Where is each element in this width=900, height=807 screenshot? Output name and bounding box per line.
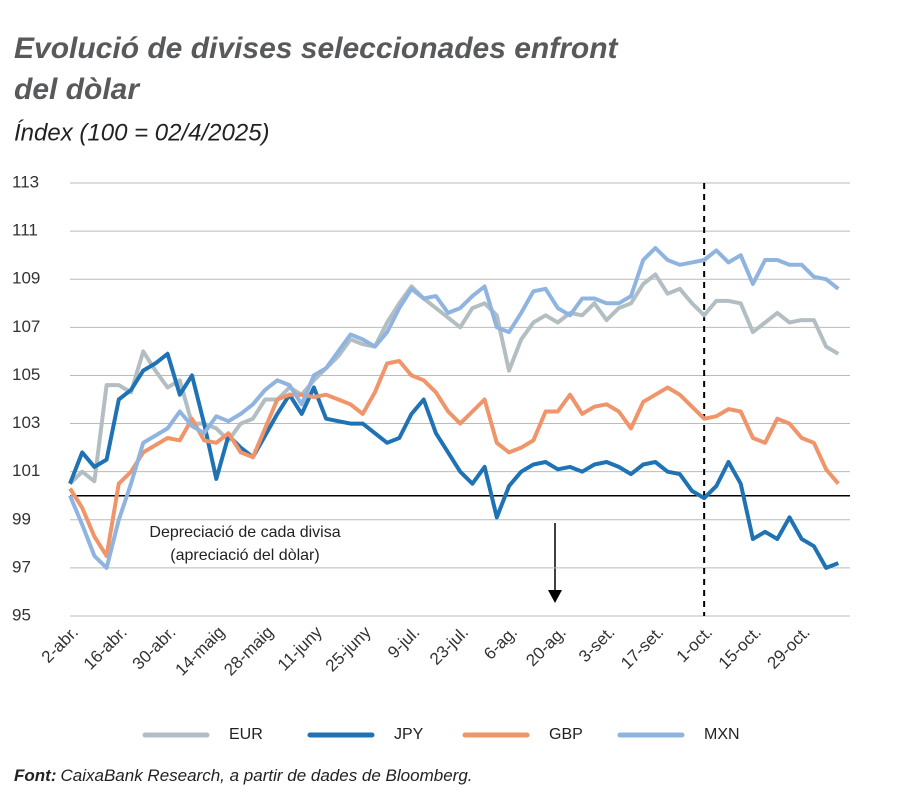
x-tick-label: 20-ag. [522,623,570,671]
y-tick-label: 113 [12,172,39,191]
x-tick-label: 29-oct. [764,623,814,673]
y-tick-label: 109 [12,269,40,288]
annotation: Depreciació de cada divisa [149,524,340,541]
chart-subtitle: Índex (100 = 02/4/2025) [14,119,270,146]
y-tick-label: 95 [12,605,31,624]
x-tick-label: 28-maig [220,623,277,680]
legend-label: JPY [394,726,424,743]
y-tick-label: 103 [12,413,40,432]
arrow-head [548,590,562,603]
chart-title: Evolució de divises seleccionades enfron… [14,32,620,65]
x-tick-label: 14-maig [171,623,228,680]
x-tick-label: 17-set. [617,623,667,673]
x-tick-label: 9-jul. [384,623,423,662]
source: Font: CaixaBank Research, a partir de dad… [14,766,473,785]
x-tick-label: 3-set. [575,623,619,667]
legend-label: GBP [549,726,583,743]
y-tick-label: 107 [12,317,40,336]
x-tick-label: 2-abr. [38,623,82,667]
legend-label: EUR [229,726,263,743]
chart-title: del dòlar [14,73,141,106]
series-line [68,351,840,570]
y-tick-label: 97 [12,557,31,576]
y-tick-label: 101 [12,461,40,480]
y-tick-label: 111 [12,221,38,240]
source-label: Font: [14,766,56,785]
series-line [68,246,840,570]
annotation: (apreciació del dòlar) [170,547,319,564]
x-tick-label: 25-juny [322,622,375,675]
x-tick-label: 23-jul. [426,623,472,669]
y-tick-label: 99 [12,509,31,528]
source-text: CaixaBank Research, a partir de dades de… [60,766,472,785]
legend-label: MXN [704,726,740,743]
x-tick-label: 6-ag. [480,623,521,664]
x-tick-label: 11-juny [274,622,326,674]
series-line [68,272,840,486]
x-tick-label: 1-oct. [673,623,717,667]
y-tick-label: 105 [12,365,40,384]
x-tick-label: 16-abr. [80,623,131,674]
x-tick-label: 15-oct. [715,623,765,673]
